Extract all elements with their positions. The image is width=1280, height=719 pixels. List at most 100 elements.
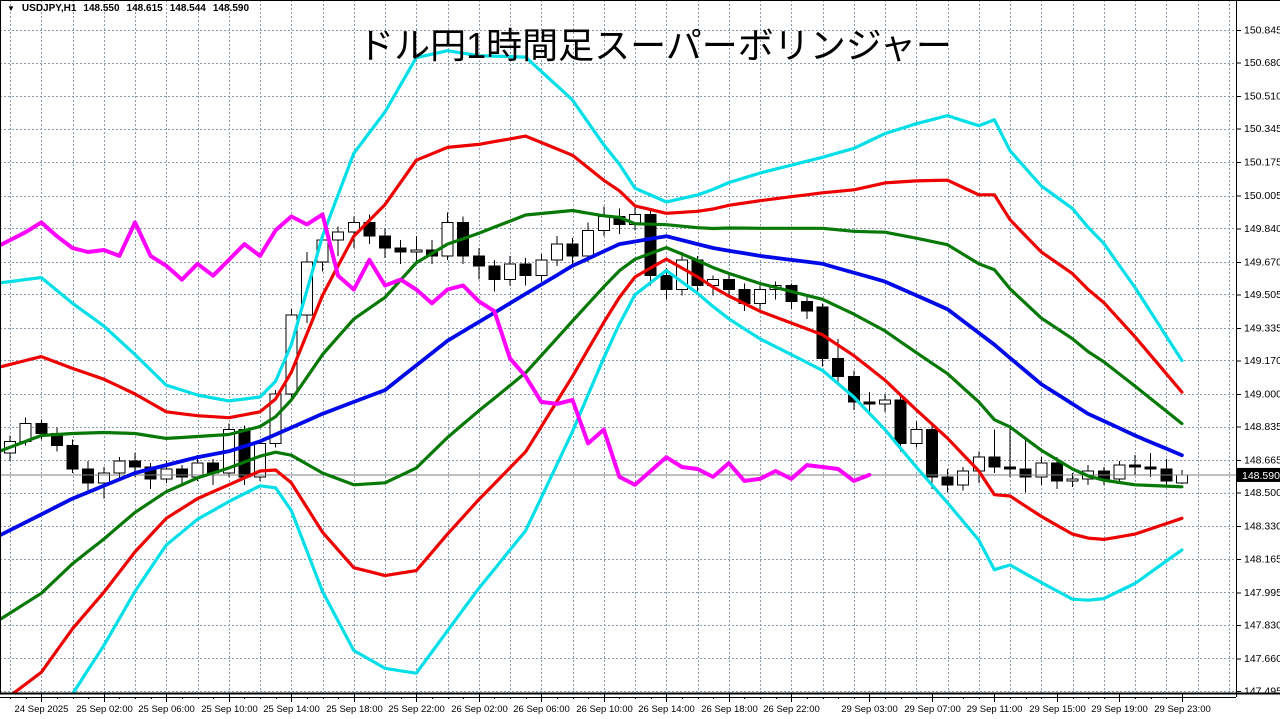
candle-down bbox=[394, 247, 407, 253]
price-tick-label: 149.670 bbox=[1244, 256, 1280, 268]
candle-up bbox=[1175, 474, 1188, 484]
candle-up bbox=[550, 243, 563, 261]
time-tick-label: 24 Sep 2025 bbox=[15, 704, 69, 715]
price-tick-label: 150.845 bbox=[1244, 25, 1280, 37]
high-value: 148.615 bbox=[126, 3, 163, 14]
time-tick-label: 26 Sep 02:00 bbox=[451, 704, 508, 715]
candle-up bbox=[1066, 478, 1079, 482]
close-value: 148.590 bbox=[212, 3, 250, 14]
price-tick-label: 148.330 bbox=[1244, 521, 1280, 533]
time-tick-label: 29 Sep 11:00 bbox=[967, 704, 1023, 715]
chart-title-label: ドル円1時間足スーパーボリンジャー bbox=[358, 25, 952, 66]
candle-down bbox=[82, 468, 95, 484]
time-tick-label: 25 Sep 06:00 bbox=[138, 704, 195, 715]
candle-down bbox=[988, 456, 1001, 468]
candle-up bbox=[582, 229, 595, 257]
price-axis[interactable]: 150.845 150.680 150.510 150.345 150.175 150.0… bbox=[1236, 25, 1280, 698]
time-axis[interactable]: 24 Sep 2025 25 Sep 02:00 25 Sep 06:00 25 Se… bbox=[10, 693, 1211, 715]
candle-down bbox=[1004, 466, 1016, 470]
time-tick-label: 29 Sep 23:00 bbox=[1154, 704, 1211, 715]
candle-down bbox=[238, 429, 251, 478]
open-value: 148.550 bbox=[83, 3, 120, 14]
time-tick-label: 25 Sep 10:00 bbox=[201, 704, 258, 715]
candle-up bbox=[160, 468, 173, 480]
price-tick-label: 149.335 bbox=[1244, 322, 1280, 334]
bollinger-plus3sigma-line bbox=[0, 49, 1184, 403]
candle-up bbox=[1035, 462, 1048, 478]
time-tick-label: 25 Sep 22:00 bbox=[388, 704, 445, 715]
candle-up bbox=[113, 460, 126, 474]
price-tick-label: 148.500 bbox=[1244, 487, 1280, 499]
price-tick-label: 150.680 bbox=[1244, 57, 1280, 69]
candle-down bbox=[847, 375, 860, 403]
candle-down bbox=[660, 275, 673, 290]
candle-down bbox=[1144, 466, 1157, 470]
candle-down bbox=[519, 263, 532, 277]
bollinger-minus3sigma-line bbox=[71, 268, 1184, 693]
candle-up bbox=[910, 429, 923, 444]
time-tick-label: 26 Sep 14:00 bbox=[638, 704, 695, 715]
candle-down bbox=[129, 460, 141, 468]
time-tick-label: 25 Sep 02:00 bbox=[76, 704, 133, 715]
candle-up bbox=[597, 215, 610, 231]
bollinger-plus2sigma-line bbox=[0, 134, 1184, 420]
symbol-label: USDJPY,H1 bbox=[21, 3, 77, 14]
price-tick-label: 150.005 bbox=[1244, 190, 1280, 202]
time-tick-label: 29 Sep 19:00 bbox=[1091, 704, 1148, 715]
bollinger-plus1sigma-line bbox=[0, 208, 1184, 453]
price-tick-label: 148.665 bbox=[1244, 455, 1280, 467]
candle-down bbox=[566, 243, 579, 257]
candle-up bbox=[504, 263, 516, 281]
symbol-dropdown-icon[interactable]: ▼ bbox=[7, 3, 15, 13]
time-tick-label: 29 Sep 15:00 bbox=[1029, 704, 1086, 715]
candle-up bbox=[535, 259, 548, 277]
chart-borders bbox=[0, 0, 1280, 698]
time-tick-label: 29 Sep 07:00 bbox=[904, 704, 961, 715]
candle-down bbox=[1050, 462, 1063, 482]
candle-down bbox=[832, 358, 845, 377]
candle-up bbox=[957, 470, 970, 486]
price-tick-label: 149.505 bbox=[1244, 289, 1280, 301]
price-tick-label: 147.830 bbox=[1244, 619, 1280, 631]
candle-down bbox=[472, 255, 485, 267]
candle-up bbox=[347, 221, 360, 233]
time-tick-label: 26 Sep 10:00 bbox=[576, 704, 633, 715]
price-tick-label: 147.660 bbox=[1244, 653, 1280, 665]
time-tick-label: 26 Sep 22:00 bbox=[763, 704, 820, 715]
candle-down bbox=[941, 476, 954, 486]
candle-down bbox=[488, 265, 501, 281]
candle-up bbox=[332, 231, 345, 241]
candle-down bbox=[1019, 468, 1032, 478]
candle-down bbox=[644, 213, 657, 277]
low-value: 148.544 bbox=[169, 3, 206, 14]
candle-down bbox=[925, 429, 938, 478]
candle-down bbox=[800, 300, 813, 312]
time-tick-label: 26 Sep 06:00 bbox=[513, 704, 570, 715]
candle-down bbox=[722, 279, 735, 290]
price-tick-label: 150.175 bbox=[1244, 157, 1280, 169]
candle-down bbox=[66, 444, 79, 470]
candle-up bbox=[441, 221, 454, 257]
candle-down bbox=[894, 399, 907, 444]
bollinger-minus1sigma-line bbox=[0, 246, 1184, 622]
lagging-span-line bbox=[0, 212, 872, 487]
price-tick-label: 148.835 bbox=[1244, 421, 1280, 433]
price-tick-label: 149.840 bbox=[1244, 223, 1280, 235]
bollinger-minus2sigma-line bbox=[11, 257, 1184, 693]
time-tick-label: 25 Sep 18:00 bbox=[326, 704, 383, 715]
candle-down bbox=[379, 235, 391, 249]
time-tick-label: 25 Sep 14:00 bbox=[263, 704, 320, 715]
candle-up bbox=[675, 259, 688, 290]
bollinger-mid-line bbox=[0, 234, 1184, 538]
candle-down bbox=[1129, 464, 1141, 468]
price-tick-label: 148.165 bbox=[1244, 553, 1280, 565]
current-price-badge: 148.590 bbox=[1236, 467, 1280, 482]
price-tick-label: 149.170 bbox=[1244, 355, 1280, 367]
candle-up bbox=[97, 472, 110, 484]
ohlc-readout: ▼ USDJPY,H1 148.550 148.615 148.544 148.… bbox=[7, 3, 249, 14]
candle-down bbox=[175, 468, 188, 478]
price-tick-label: 150.345 bbox=[1244, 123, 1280, 135]
price-tick-label: 147.495 bbox=[1244, 685, 1280, 697]
